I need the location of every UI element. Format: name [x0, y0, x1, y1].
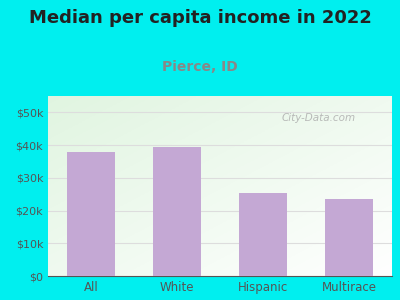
Bar	[67, 152, 115, 276]
Text: City-Data.com: City-Data.com	[282, 112, 356, 123]
Text: Pierce, ID: Pierce, ID	[162, 60, 238, 74]
Text: Median per capita income in 2022: Median per capita income in 2022	[28, 9, 372, 27]
Bar	[239, 193, 287, 276]
Bar	[153, 147, 201, 276]
Bar	[325, 199, 373, 276]
